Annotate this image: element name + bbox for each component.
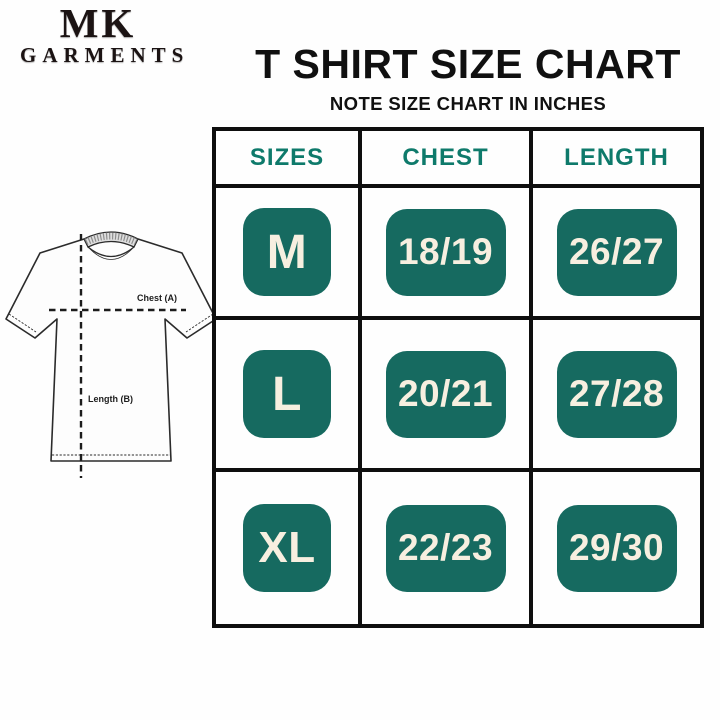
right-sleeve-hem-stitch	[185, 313, 214, 333]
title-block: T SHIRT SIZE CHART NOTE SIZE CHART IN IN…	[218, 42, 718, 115]
tshirt-body-path	[5, 238, 217, 462]
brand-logo: MK GARMENTS	[20, 0, 190, 68]
table-row-xl-chest-cell: 22/23	[362, 472, 529, 624]
length-measure-label: Length (B)	[88, 394, 133, 404]
inner-neckline	[87, 246, 135, 258]
chest-value-xl: 22/23	[385, 504, 506, 592]
size-badge-l: L	[243, 350, 331, 438]
length-value-m: 26/27	[556, 208, 677, 296]
chest-measure-label: Chest (A)	[137, 293, 177, 303]
tshirt-diagram: Chest (A) Length (B)	[0, 222, 224, 486]
length-value-l: 27/28	[556, 350, 677, 438]
table-row-l-length-cell: 27/28	[533, 320, 700, 468]
brand-initials: MK	[59, 0, 137, 46]
table-row-l-chest-cell: 20/21	[362, 320, 529, 468]
page-subtitle: NOTE SIZE CHART IN INCHES	[329, 93, 607, 114]
page-title: T SHIRT SIZE CHART	[255, 41, 681, 87]
tshirt-outline-drawing: Chest (A) Length (B)	[5, 231, 217, 478]
table-row-xl-length-cell: 29/30	[533, 472, 700, 624]
chest-value-l: 20/21	[385, 350, 506, 438]
column-header-chest: CHEST	[362, 131, 529, 184]
table-row-m-size-cell: M	[216, 188, 358, 316]
left-sleeve-hem-stitch	[8, 313, 37, 333]
column-header-sizes: SIZES	[216, 131, 358, 184]
column-header-length: LENGTH	[533, 131, 700, 184]
table-row-l-size-cell: L	[216, 320, 358, 468]
inner-neckline-seam	[89, 248, 133, 260]
brand-name: GARMENTS	[20, 43, 190, 67]
size-chart-table: SIZES CHEST LENGTH M 18/19 26/27 L 20/21…	[212, 127, 704, 628]
table-row-m-length-cell: 26/27	[533, 188, 700, 316]
length-value-xl: 29/30	[556, 504, 677, 592]
size-badge-xl: XL	[243, 504, 331, 592]
chest-value-m: 18/19	[385, 208, 506, 296]
table-row-xl-size-cell: XL	[216, 472, 358, 624]
size-badge-m: M	[243, 208, 331, 296]
table-row-m-chest-cell: 18/19	[362, 188, 529, 316]
